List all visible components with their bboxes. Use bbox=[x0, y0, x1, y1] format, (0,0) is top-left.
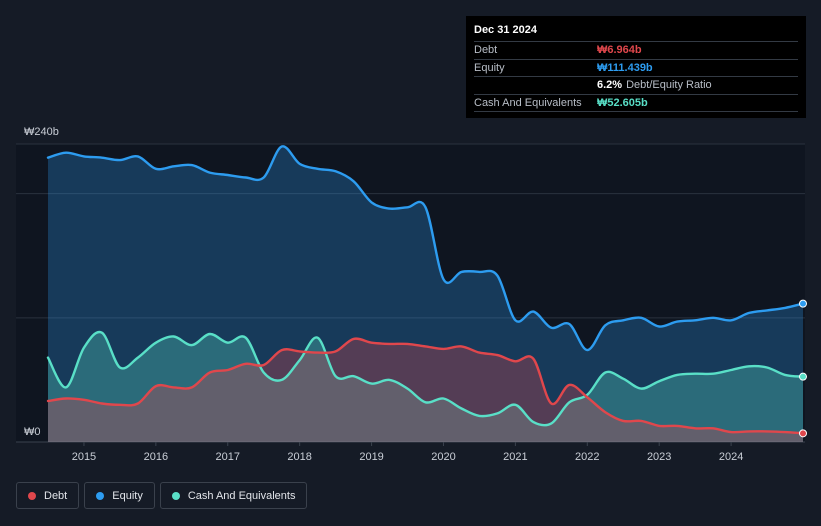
line-equity bbox=[46, 145, 805, 352]
x-tick-label: 2018 bbox=[287, 451, 311, 463]
legend-item-debt[interactable]: Debt bbox=[16, 482, 80, 509]
legend-item-cash[interactable]: Cash And Equivalents bbox=[159, 482, 308, 509]
y-axis-bottom-label: ₩0 bbox=[24, 426, 41, 438]
endpoint-cash-and-equivalents bbox=[799, 372, 807, 381]
tooltip-equity-label: Equity bbox=[474, 61, 505, 74]
tooltip-cash-label: Cash And Equivalents bbox=[474, 96, 582, 109]
tooltip-debt-value: ₩6.964b bbox=[597, 44, 642, 56]
legend-debt-dot bbox=[28, 491, 36, 500]
tooltip-debt-label: Debt bbox=[474, 44, 498, 56]
tooltip-row-equity: Equity ₩111.439b bbox=[474, 60, 798, 77]
area-equity bbox=[48, 146, 803, 442]
tooltip-row-debt: Debt ₩6.964b bbox=[474, 42, 798, 60]
x-tick-label: 2020 bbox=[431, 451, 455, 463]
legend-equity-label: Equity bbox=[112, 489, 143, 502]
tooltip-ratio-spacer bbox=[474, 77, 597, 94]
x-tick-label: 2017 bbox=[216, 451, 240, 463]
area-debt bbox=[48, 338, 803, 442]
x-tick-label: 2022 bbox=[575, 451, 599, 463]
legend-item-equity[interactable]: Equity bbox=[84, 482, 155, 509]
tooltip-date: Dec 31 2024 bbox=[474, 24, 798, 42]
x-tick-label: 2021 bbox=[503, 451, 527, 463]
chart-series-areas bbox=[48, 146, 803, 442]
endpoint-debt bbox=[799, 429, 807, 438]
tooltip-equity-value: ₩111.439b bbox=[597, 61, 653, 74]
legend-debt-label: Debt bbox=[44, 489, 68, 502]
x-tick-label: 2016 bbox=[144, 451, 168, 463]
legend-cash-label: Cash And Equivalents bbox=[187, 489, 296, 502]
line-cash-and-equivalents bbox=[46, 330, 805, 427]
tooltip-row-cash: Cash And Equivalents ₩52.605b bbox=[474, 95, 798, 112]
line-debt bbox=[46, 337, 805, 435]
endpoint-equity bbox=[799, 299, 807, 308]
chart-series-lines bbox=[46, 145, 805, 435]
x-tick-label: 2024 bbox=[719, 451, 743, 463]
chart-tooltip: Dec 31 2024 Debt ₩6.964b Equity ₩111.439… bbox=[466, 16, 806, 118]
x-tick-label: 2023 bbox=[647, 451, 671, 463]
legend-cash-dot bbox=[171, 491, 180, 500]
legend-equity-dot bbox=[96, 491, 105, 500]
x-tick-label: 2015 bbox=[72, 451, 96, 463]
tooltip-ratio-value: 6.2% bbox=[597, 79, 623, 91]
tooltip-ratio-label: Debt/Equity Ratio bbox=[626, 79, 712, 91]
area-cash-and-equivalents bbox=[48, 332, 803, 442]
x-tick-label: 2019 bbox=[359, 451, 383, 463]
y-axis-top-label: ₩240b bbox=[24, 126, 59, 138]
x-axis-labels: 2015 2016 2017 2018 2019 2020 2021 2022 2023 2024 bbox=[72, 442, 743, 463]
tooltip-row-ratio: 6.2% Debt/Equity Ratio bbox=[474, 77, 798, 95]
chart-legend: Debt Equity Cash And Equivalents bbox=[16, 482, 308, 509]
tooltip-cash-value: ₩52.605b bbox=[597, 96, 648, 109]
chart-series-endpoints bbox=[799, 299, 807, 438]
